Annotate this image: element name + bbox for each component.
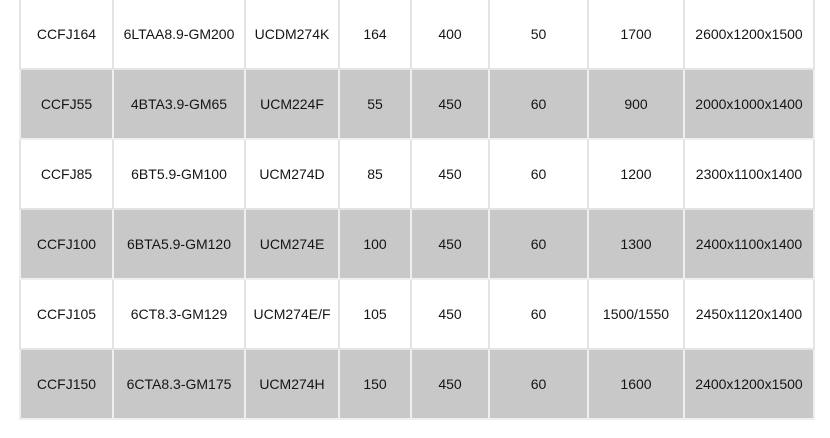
table-row: CCFJ85 6BT5.9-GM100 UCM274D 85 450 60 1200 2300… bbox=[19, 138, 815, 210]
table-cell: CCFJ55 bbox=[19, 68, 114, 140]
table-cell: CCFJ85 bbox=[19, 138, 114, 210]
table-cell: 2600x1200x1500 bbox=[683, 0, 815, 70]
table-cell: 1300 bbox=[587, 208, 685, 280]
table-cell: 1700 bbox=[587, 0, 685, 70]
table-cell: 6BTA5.9-GM120 bbox=[112, 208, 246, 280]
table-cell: UCM274H bbox=[244, 348, 340, 420]
table-cell: 60 bbox=[488, 138, 589, 210]
table-cell: 6CT8.3-GM129 bbox=[112, 278, 246, 350]
table-cell: 2300x1100x1400 bbox=[683, 138, 815, 210]
genset-spec-table: CCFJ164 6LTAA8.9-GM200 UCDM274K 164 400 50 170… bbox=[19, 0, 815, 420]
table-cell: 400 bbox=[410, 0, 490, 70]
table-cell: 150 bbox=[338, 348, 412, 420]
table-cell: 60 bbox=[488, 68, 589, 140]
table-cell: UCM274D bbox=[244, 138, 340, 210]
table-row: CCFJ150 6CTA8.3-GM175 UCM274H 150 450 60 1600 2… bbox=[19, 348, 815, 420]
table-cell: 450 bbox=[410, 278, 490, 350]
table-cell: 2000x1000x1400 bbox=[683, 68, 815, 140]
table-cell: CCFJ164 bbox=[19, 0, 114, 70]
table-cell: 60 bbox=[488, 208, 589, 280]
table-cell: 100 bbox=[338, 208, 412, 280]
table-row: CCFJ105 6CT8.3-GM129 UCM274E/F 105 450 60 1500… bbox=[19, 278, 815, 350]
table-cell: 4BTA3.9-GM65 bbox=[112, 68, 246, 140]
table-cell: 105 bbox=[338, 278, 412, 350]
table-cell: 85 bbox=[338, 138, 412, 210]
table-cell: 2400x1200x1500 bbox=[683, 348, 815, 420]
table-cell: 6CTA8.3-GM175 bbox=[112, 348, 246, 420]
table-cell: 6BT5.9-GM100 bbox=[112, 138, 246, 210]
table-cell: 60 bbox=[488, 348, 589, 420]
table-cell: 1500/1550 bbox=[587, 278, 685, 350]
table-cell: 1600 bbox=[587, 348, 685, 420]
table-cell: CCFJ105 bbox=[19, 278, 114, 350]
table-cell: 6LTAA8.9-GM200 bbox=[112, 0, 246, 70]
table-cell: CCFJ100 bbox=[19, 208, 114, 280]
table-cell: 900 bbox=[587, 68, 685, 140]
table-cell: 450 bbox=[410, 138, 490, 210]
table-cell: UCDM274K bbox=[244, 0, 340, 70]
table-cell: 2400x1100x1400 bbox=[683, 208, 815, 280]
table-cell: 2450x1120x1400 bbox=[683, 278, 815, 350]
table-cell: 450 bbox=[410, 68, 490, 140]
table-cell: 450 bbox=[410, 208, 490, 280]
table-row: CCFJ100 6BTA5.9-GM120 UCM274E 100 450 60 1300 2… bbox=[19, 208, 815, 280]
table-row: CCFJ55 4BTA3.9-GM65 UCM224F 55 450 60 900 2000x… bbox=[19, 68, 815, 140]
table-cell: 60 bbox=[488, 278, 589, 350]
table-row: CCFJ164 6LTAA8.9-GM200 UCDM274K 164 400 50 170… bbox=[19, 0, 815, 70]
table-cell: 1200 bbox=[587, 138, 685, 210]
table-cell: 55 bbox=[338, 68, 412, 140]
table-cell: 164 bbox=[338, 0, 412, 70]
table-cell: 450 bbox=[410, 348, 490, 420]
table-cell: 50 bbox=[488, 0, 589, 70]
table-cell: UCM274E/F bbox=[244, 278, 340, 350]
table-cell: CCFJ150 bbox=[19, 348, 114, 420]
table-cell: UCM274E bbox=[244, 208, 340, 280]
table-cell: UCM224F bbox=[244, 68, 340, 140]
